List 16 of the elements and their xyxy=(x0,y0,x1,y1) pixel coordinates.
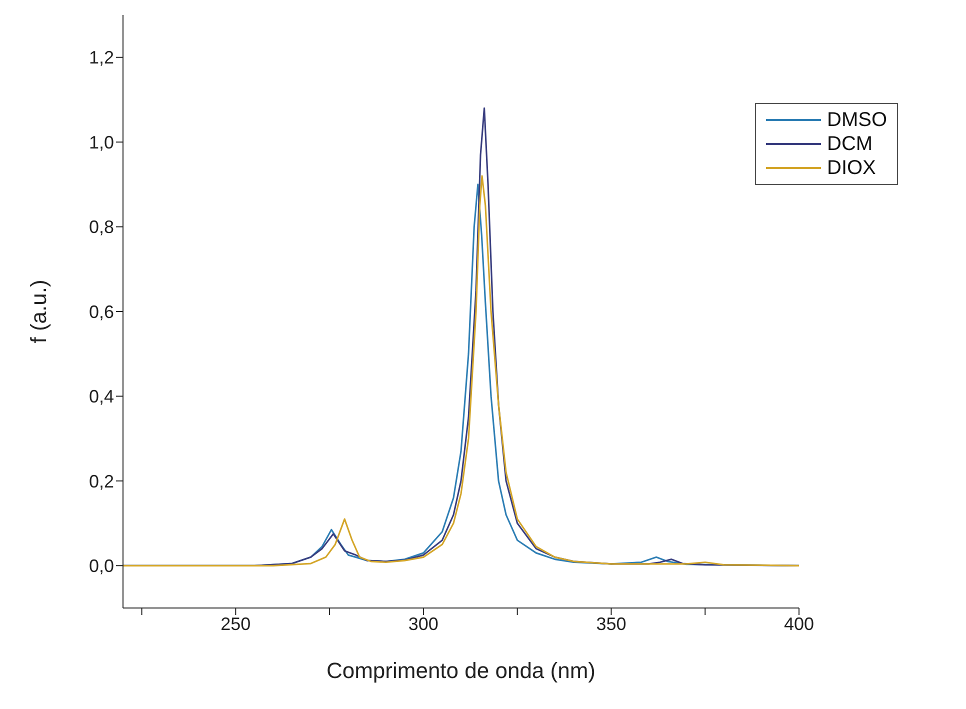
x-tick-label: 250 xyxy=(220,614,251,634)
y-tick-label: 0,0 xyxy=(88,556,114,576)
x-tick-label: 300 xyxy=(408,614,438,634)
legend-label: DCM xyxy=(827,132,873,156)
legend-label: DIOX xyxy=(827,156,876,180)
y-tick-label: 0,8 xyxy=(88,217,114,238)
legend-label: DMSO xyxy=(827,108,887,132)
y-tick-label: 0,6 xyxy=(88,302,114,322)
y-tick-label: 0,2 xyxy=(88,471,114,492)
y-tick-label: 1,2 xyxy=(88,48,114,68)
x-tick-label: 400 xyxy=(784,614,814,634)
y-axis-title: f (a.u.) xyxy=(26,280,51,344)
y-tick-label: 1,0 xyxy=(88,132,114,152)
y-tick-label: 0,4 xyxy=(88,386,114,407)
x-tick-label: 350 xyxy=(596,614,626,634)
x-axis-title: Comprimento de onda (nm) xyxy=(326,658,596,683)
